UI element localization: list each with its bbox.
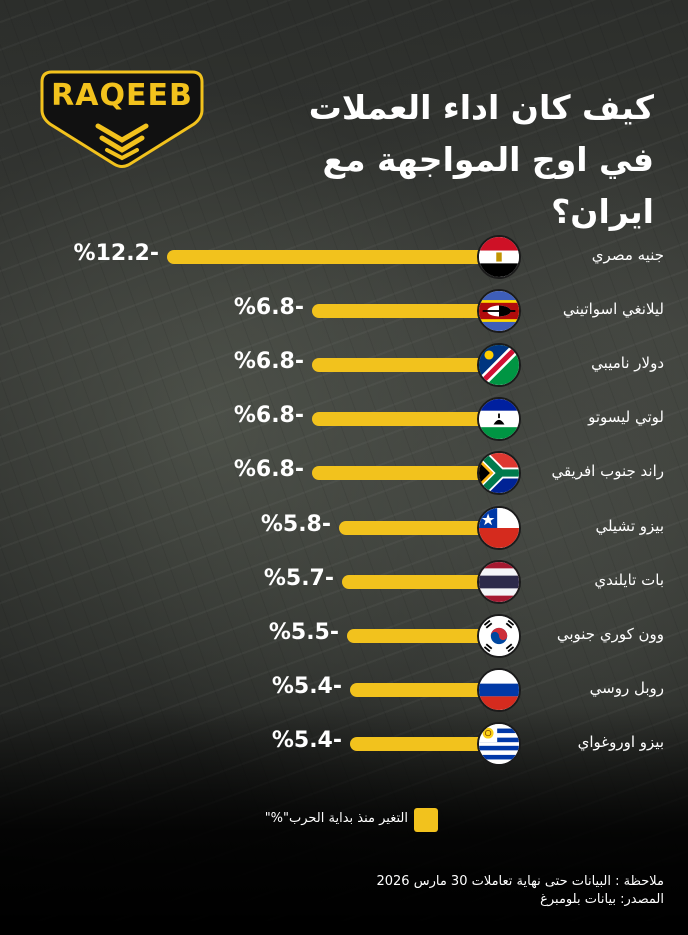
data-label: %5.4-	[271, 728, 342, 753]
egypt-flag-icon	[477, 235, 521, 279]
bar	[312, 304, 495, 318]
category-label: راند جنوب افريقي	[551, 462, 664, 480]
bar	[347, 629, 495, 643]
data-label: %6.8-	[233, 403, 304, 428]
category-label: بيزو اوروغواي	[577, 733, 664, 751]
chart-row: %5.5- وون كوري جنوبي	[0, 614, 688, 658]
legend: التغير منذ بداية الحرب"%"	[230, 808, 440, 834]
bar	[350, 683, 495, 697]
lesotho-flag-icon	[477, 397, 521, 441]
chart-row: %6.8- لوتي ليسوتو	[0, 397, 688, 441]
data-label: %5.7-	[263, 566, 334, 591]
chart-row: %6.8- راند جنوب افريقي	[0, 451, 688, 495]
namibia-flag-icon	[477, 343, 521, 387]
chart-row: %5.4- بيزو اوروغواي	[0, 722, 688, 766]
title-line-2: في اوج المواجهة مع ايران؟	[322, 140, 654, 231]
chile-flag-icon	[477, 506, 521, 550]
data-label: %6.8-	[233, 295, 304, 320]
category-label: جنيه مصري	[591, 246, 664, 264]
category-label: ليلانغي اسواتيني	[562, 300, 664, 318]
category-label: بيزو تشيلي	[595, 517, 664, 535]
south-korea-flag-icon	[477, 614, 521, 658]
category-label: بات تايلندي	[594, 571, 664, 589]
legend-label: التغير منذ بداية الحرب"%"	[264, 811, 408, 826]
source-note: المصدر: بيانات بلومبرغ	[540, 892, 664, 907]
data-label: %5.4-	[271, 674, 342, 699]
data-label: %12.2-	[73, 241, 159, 266]
legend-swatch	[414, 808, 438, 832]
chart-row: %12.2- جنيه مصري	[0, 235, 688, 279]
eswatini-flag-icon	[477, 289, 521, 333]
category-label: لوتي ليسوتو	[588, 408, 664, 426]
category-label: روبل روسي	[589, 679, 664, 697]
data-label: %6.8-	[233, 457, 304, 482]
chart-row: %5.7- بات تايلندي	[0, 560, 688, 604]
data-label: %5.8-	[260, 512, 331, 537]
category-label: دولار ناميبي	[591, 354, 664, 372]
russia-flag-icon	[477, 668, 521, 712]
data-label: %6.8-	[233, 349, 304, 374]
bar	[339, 521, 495, 535]
uruguay-flag-icon	[477, 722, 521, 766]
thailand-flag-icon	[477, 560, 521, 604]
data-label: %5.5-	[268, 620, 339, 645]
chart-row: %6.8- ليلانغي اسواتيني	[0, 289, 688, 333]
raqeeb-logo: RAQEEB	[38, 68, 206, 170]
logo-text: RAQEEB	[51, 78, 193, 113]
bar	[312, 358, 495, 372]
bar	[312, 466, 495, 480]
bar	[312, 412, 495, 426]
bar	[167, 250, 495, 264]
title-line-1: كيف كان اداء العملات	[308, 88, 654, 127]
chart-row: %5.8- بيزو تشيلي	[0, 506, 688, 550]
page-title: كيف كان اداء العملات في اوج المواجهة مع …	[214, 82, 654, 238]
category-label: وون كوري جنوبي	[556, 625, 664, 643]
chart-row: %5.4- روبل روسي	[0, 668, 688, 712]
south-africa-flag-icon	[477, 451, 521, 495]
bar	[350, 737, 495, 751]
footnote: ملاحظة : البيانات حتى نهاية تعاملات 30 م…	[376, 874, 664, 889]
bar	[342, 575, 495, 589]
chart-row: %6.8- دولار ناميبي	[0, 343, 688, 387]
